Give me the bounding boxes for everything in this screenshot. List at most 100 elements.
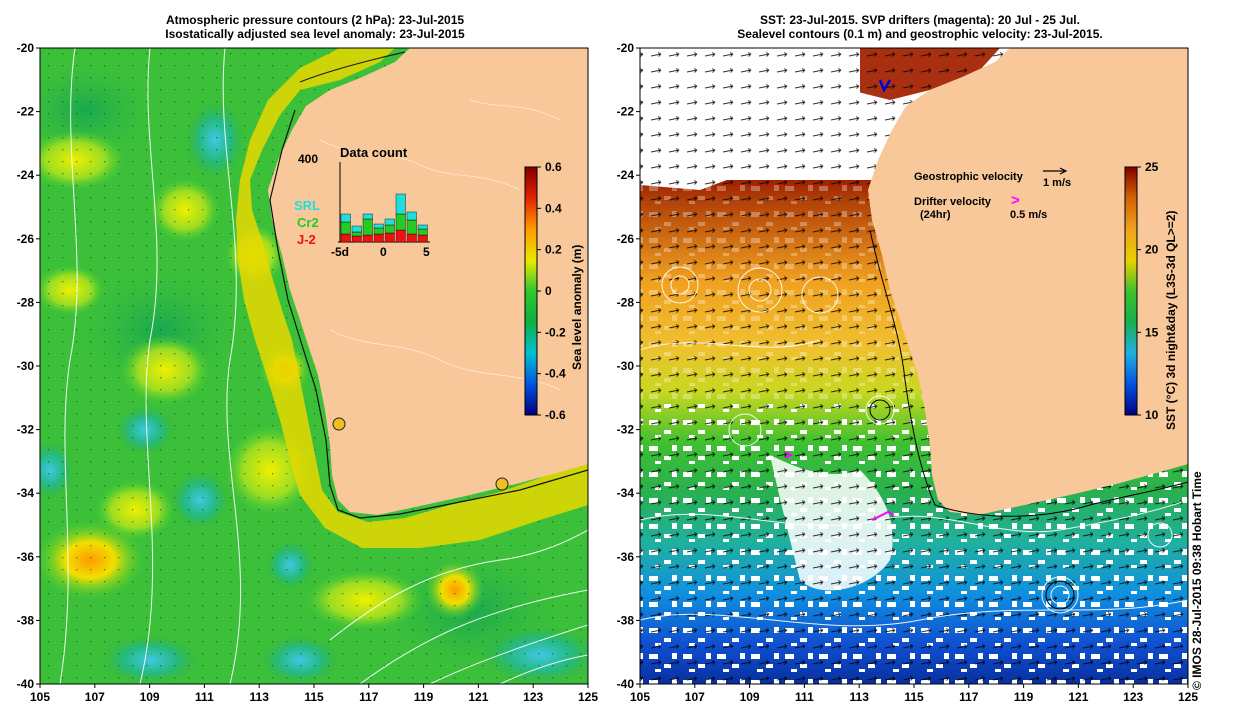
x-tick-label: 125 xyxy=(1178,690,1198,704)
y-tick-label: -40 xyxy=(17,677,35,691)
colorbar-tick-label: 0.4 xyxy=(545,201,562,215)
geostrophic-scale-label: 1 m/s xyxy=(1043,177,1071,189)
y-tick-label: -40 xyxy=(617,677,635,691)
legend-cr2: Cr2 xyxy=(297,215,319,230)
sla-colorbar-label: Sea level anomaly (m) xyxy=(570,245,584,370)
data-count-inset: Data count 400 -5d 0 5 SRL Cr2 J-2 xyxy=(294,145,430,259)
sla-colorbar-ticks: 0.6 0.4 0.2 0 -0.2 -0.4 -0.6 xyxy=(537,160,566,422)
x-tick-label: 111 xyxy=(795,690,814,704)
inset-bar-srl xyxy=(395,193,406,215)
y-tick-label: -20 xyxy=(17,41,35,55)
inset-xtick-right: 5 xyxy=(423,245,430,259)
inset-bar-srl xyxy=(351,225,362,233)
y-tick-label: -34 xyxy=(617,486,635,500)
inset-bar-cr2 xyxy=(406,219,417,235)
colorbar-tick-label: 0 xyxy=(545,284,552,298)
legend-j2: J-2 xyxy=(297,232,316,247)
colorbar-tick-label: 0.6 xyxy=(545,160,562,174)
inset-title: Data count xyxy=(340,145,408,160)
inset-xtick-mid: 0 xyxy=(380,245,387,259)
colorbar-tick-label: -0.2 xyxy=(545,325,566,339)
inset-bar-cr2 xyxy=(351,231,362,237)
x-tick-label: 121 xyxy=(1068,690,1088,704)
x-tick-label: 115 xyxy=(304,690,324,704)
inset-bar-srl xyxy=(373,223,384,229)
colorbar-tick-label: 10 xyxy=(1145,408,1159,422)
inset-bar-cr2 xyxy=(384,224,395,234)
x-tick-label: 117 xyxy=(359,690,379,704)
drifter-velocity-sublabel: (24hr) xyxy=(920,209,951,221)
drifter-scale-label: 0.5 m/s xyxy=(1010,209,1047,221)
inset-bar-cr2 xyxy=(417,228,428,236)
imos-credit: © IMOS 28-Jul-2015 09:38 Hobart Time xyxy=(1190,471,1204,690)
x-tick-label: 107 xyxy=(85,690,105,704)
inset-bar-j2 xyxy=(351,235,362,243)
inset-bar-j2 xyxy=(373,233,384,243)
inset-bar-srl xyxy=(384,218,395,226)
y-tick-label: -30 xyxy=(617,359,635,373)
y-tick-label: -24 xyxy=(17,168,35,182)
inset-bar-srl xyxy=(362,213,373,220)
left-title-line-2: Isostatically adjusted sea level anomaly… xyxy=(165,27,465,41)
y-tick-label: -28 xyxy=(17,295,35,309)
colorbar-tick-label: 25 xyxy=(1145,160,1159,174)
drifter-arrow-icon: > xyxy=(1011,192,1020,209)
y-tick-label: -36 xyxy=(17,550,35,564)
y-tick-label: -36 xyxy=(617,550,635,564)
inset-bar-cr2 xyxy=(340,221,351,235)
x-tick-label: 125 xyxy=(578,690,598,704)
inset-bars xyxy=(340,193,428,243)
y-tick-label: -20 xyxy=(617,41,635,55)
inset-bar-cr2 xyxy=(395,213,406,231)
y-tick-label: -32 xyxy=(617,423,635,437)
x-tick-label: 119 xyxy=(414,690,434,704)
colorbar-tick-label: -0.4 xyxy=(545,367,566,381)
y-tick-label: -38 xyxy=(617,613,635,627)
x-tick-label: 109 xyxy=(740,690,760,704)
y-tick-label: -24 xyxy=(617,168,635,182)
map-axes: 105 107 109 111 113 115 117 119 121 123 125-20-22-… xyxy=(17,41,1199,704)
inset-bar-cr2 xyxy=(373,227,384,235)
colorbar-tick-label: -0.6 xyxy=(545,408,566,422)
sst-colorbar-ticks: 25 20 15 10 xyxy=(1137,160,1159,422)
velocity-legend: Geostrophic velocity 1 m/s Drifter veloc… xyxy=(914,167,1071,221)
geostrophic-velocity-label: Geostrophic velocity xyxy=(914,171,1024,183)
x-tick-label: 119 xyxy=(1014,690,1034,704)
geostrophic-scale-arrow-icon xyxy=(1043,167,1068,175)
inset-bar-j2 xyxy=(406,233,417,243)
colorbar-tick-label: 0.2 xyxy=(545,243,562,257)
y-tick-label: -22 xyxy=(617,105,635,119)
inset-bar-srl xyxy=(340,213,351,223)
sst-colorbar: 25 20 15 10 SST (°C) 3d night&day (L3S-3d Q… xyxy=(1124,160,1178,431)
y-tick-label: -32 xyxy=(17,423,35,437)
x-tick-label: 111 xyxy=(195,690,214,704)
x-tick-label: 105 xyxy=(30,690,50,704)
y-tick-label: -28 xyxy=(617,295,635,309)
x-tick-label: 109 xyxy=(140,690,160,704)
inset-bar-srl xyxy=(406,211,417,221)
x-tick-label: 123 xyxy=(523,690,543,704)
x-tick-label: 115 xyxy=(904,690,924,704)
inset-bar-j2 xyxy=(362,234,373,243)
y-tick-label: -26 xyxy=(17,232,35,246)
x-tick-label: 113 xyxy=(850,690,870,704)
x-tick-label: 105 xyxy=(630,690,650,704)
sst-colorbar-label: SST (°C) 3d night&day (L3S-3d QL>=2) xyxy=(1164,211,1178,431)
inset-xtick-left: -5d xyxy=(331,245,349,259)
y-tick-label: -26 xyxy=(617,232,635,246)
inset-ymax-label: 400 xyxy=(298,152,318,166)
sst-map xyxy=(640,48,1188,684)
right-title-line-2: Sealevel contours (0.1 m) and geostrophi… xyxy=(737,27,1103,41)
inset-bar-cr2 xyxy=(362,218,373,236)
inset-bar-srl xyxy=(417,224,428,230)
y-tick-label: -22 xyxy=(17,105,35,119)
inset-bar-j2 xyxy=(384,232,395,243)
x-tick-label: 123 xyxy=(1123,690,1143,704)
right-title-line-1: SST: 23-Jul-2015. SVP drifters (magenta)… xyxy=(760,13,1080,27)
x-tick-label: 121 xyxy=(468,690,488,704)
y-tick-label: -38 xyxy=(17,613,35,627)
x-tick-label: 113 xyxy=(250,690,270,704)
x-tick-label: 107 xyxy=(685,690,705,704)
inset-bar-j2 xyxy=(417,234,428,243)
